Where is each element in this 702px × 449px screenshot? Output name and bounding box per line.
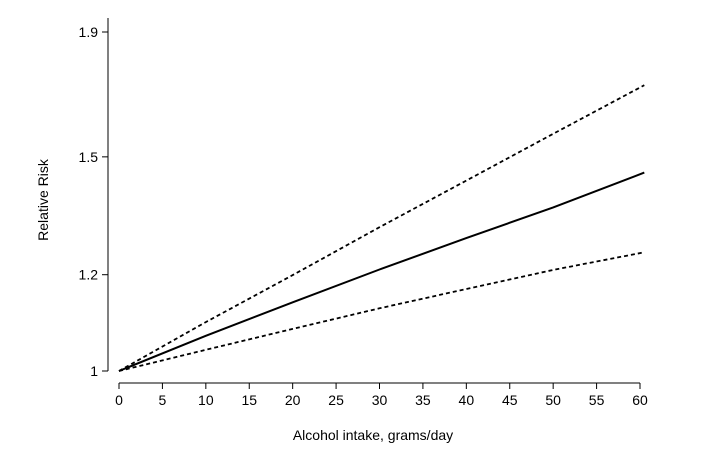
lower-ci-line bbox=[118, 251, 645, 372]
x-tick-label: 55 bbox=[589, 392, 605, 408]
x-tick-label: 60 bbox=[632, 392, 648, 408]
y-axis-title: Relative Risk bbox=[35, 158, 51, 241]
estimate-line bbox=[118, 171, 645, 372]
x-tick-label: 25 bbox=[328, 392, 344, 408]
x-tick-label: 35 bbox=[415, 392, 431, 408]
x-tick-label: 0 bbox=[115, 392, 123, 408]
x-tick-label: 15 bbox=[241, 392, 257, 408]
y-tick-label: 1.5 bbox=[79, 149, 99, 165]
upper-ci-line bbox=[118, 84, 645, 372]
y-tick-label: 1 bbox=[90, 363, 98, 379]
plot-lines bbox=[118, 84, 645, 372]
x-tick-label: 40 bbox=[459, 392, 475, 408]
x-axis-title: Alcohol intake, grams/day bbox=[293, 427, 453, 443]
x-axis: 0 5 10 15 20 25 30 35 40 45 50 55 60 bbox=[115, 382, 648, 408]
y-tick-label: 1.2 bbox=[79, 267, 99, 283]
x-tick-label: 10 bbox=[198, 392, 214, 408]
y-axis: 1 1.2 1.5 1.9 bbox=[79, 18, 109, 379]
x-tick-label: 30 bbox=[372, 392, 388, 408]
x-tick-label: 45 bbox=[502, 392, 518, 408]
x-tick-label: 50 bbox=[545, 392, 561, 408]
y-tick-label: 1.9 bbox=[79, 24, 99, 40]
x-tick-label: 5 bbox=[159, 392, 167, 408]
x-tick-label: 20 bbox=[285, 392, 301, 408]
